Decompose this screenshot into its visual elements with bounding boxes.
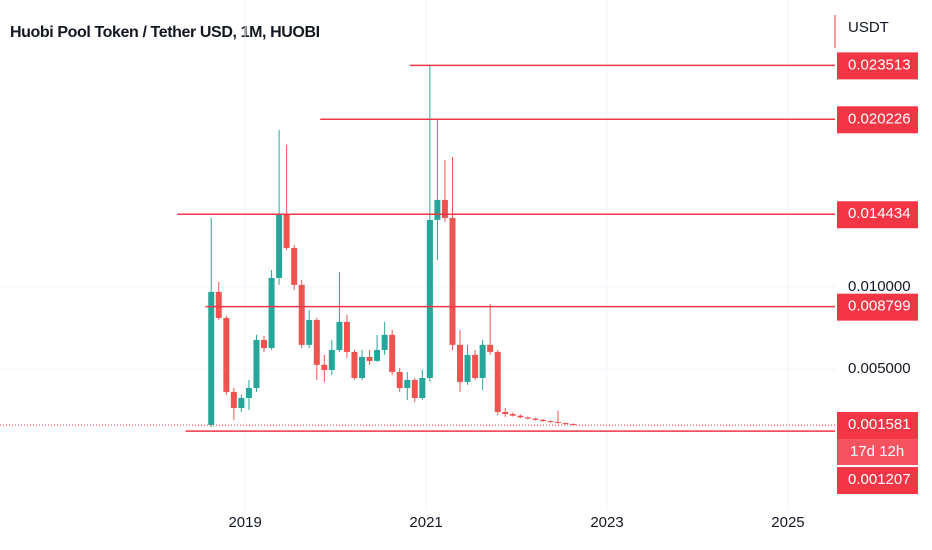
candle-body: [276, 214, 283, 278]
candle-body: [298, 284, 305, 345]
candle-body: [336, 321, 343, 350]
candle-body: [268, 277, 275, 348]
candle-body: [351, 351, 358, 378]
level-box: [837, 52, 918, 80]
candle-body: [419, 377, 426, 398]
candle-body: [479, 344, 486, 378]
candle-body: [253, 339, 260, 388]
chart-title: Huobi Pool Token / Tether USD, 1M, HUOBI: [10, 24, 320, 41]
y-tick-label: 0.005000: [848, 360, 911, 377]
candle-body: [472, 354, 479, 378]
level-label: 0.023513: [848, 56, 911, 73]
candle-body: [441, 199, 448, 218]
candle-body: [464, 354, 471, 382]
candle-body: [321, 364, 328, 370]
candle-body: [487, 344, 494, 352]
candle-body: [539, 419, 546, 422]
candle-body: [374, 349, 381, 361]
last-price-box: [837, 412, 918, 440]
level-label: 0.020226: [848, 110, 911, 127]
candle-body: [554, 422, 561, 424]
candle-body: [449, 217, 456, 345]
candle-body: [547, 421, 554, 423]
last-price-label: 0.001581: [848, 416, 911, 433]
candle-body: [502, 411, 509, 415]
candle-body: [223, 317, 230, 392]
x-tick-label: 2025: [771, 514, 804, 531]
candle-body: [245, 387, 252, 398]
candle-body: [238, 397, 245, 408]
x-tick-label: 2021: [409, 514, 442, 531]
candle-body: [215, 291, 222, 318]
currency-label: USDT: [848, 19, 889, 36]
candle-body: [381, 334, 388, 350]
candle-body: [494, 351, 501, 412]
level-label: 0.014434: [848, 205, 911, 222]
candle-body: [434, 199, 441, 220]
candle-body: [343, 321, 350, 352]
candle-body: [411, 379, 418, 398]
candle-body: [313, 319, 320, 365]
candle-body: [260, 339, 267, 348]
countdown-label: 17d 12h: [850, 443, 904, 460]
level-box: [837, 106, 918, 134]
candle-body: [524, 417, 531, 419]
level-box: [837, 467, 918, 495]
candle-body: [366, 357, 373, 361]
candle-body: [517, 415, 524, 418]
x-tick-label: 2019: [228, 514, 261, 531]
candle-body: [457, 344, 464, 382]
candle-body: [328, 349, 335, 370]
candle-body: [532, 418, 539, 420]
candle-body: [359, 357, 366, 378]
candle-body: [283, 214, 290, 248]
level-box: [837, 201, 918, 229]
level-box: [837, 293, 918, 321]
candle-body: [306, 319, 313, 345]
candle-body: [208, 291, 215, 425]
candle-body: [562, 423, 569, 425]
x-tick-label: 2023: [590, 514, 623, 531]
candle-body: [230, 391, 237, 408]
candle-body: [426, 219, 433, 378]
candle-body: [389, 334, 396, 372]
level-label: 0.008799: [848, 298, 911, 315]
candle-body: [396, 371, 403, 388]
candle-body: [291, 247, 298, 285]
y-tick-label: 0.010000: [848, 278, 911, 295]
countdown-box: [837, 439, 918, 466]
candle-body: [404, 379, 411, 388]
level-label: 0.001207: [848, 471, 911, 488]
candle-body: [509, 414, 516, 416]
